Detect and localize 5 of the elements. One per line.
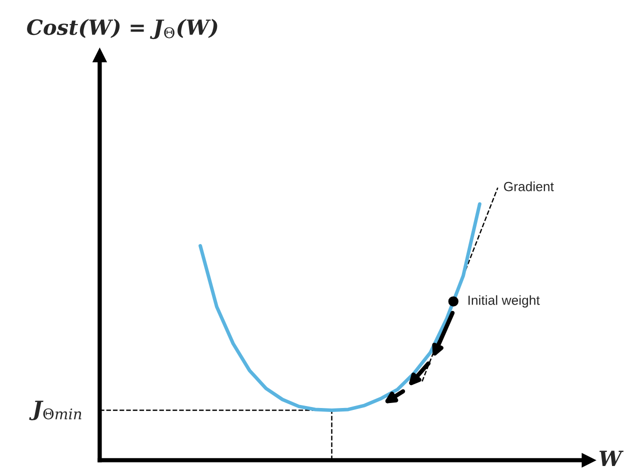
annotation: Initial weight	[468, 295, 540, 308]
text: Cost(W) = J$_{Θ}$(W)	[27, 18, 218, 40]
ref-line-label: J$_{Θmin}$	[29, 400, 82, 420]
text: W	[599, 450, 624, 466]
text: Gradient	[504, 182, 554, 192]
